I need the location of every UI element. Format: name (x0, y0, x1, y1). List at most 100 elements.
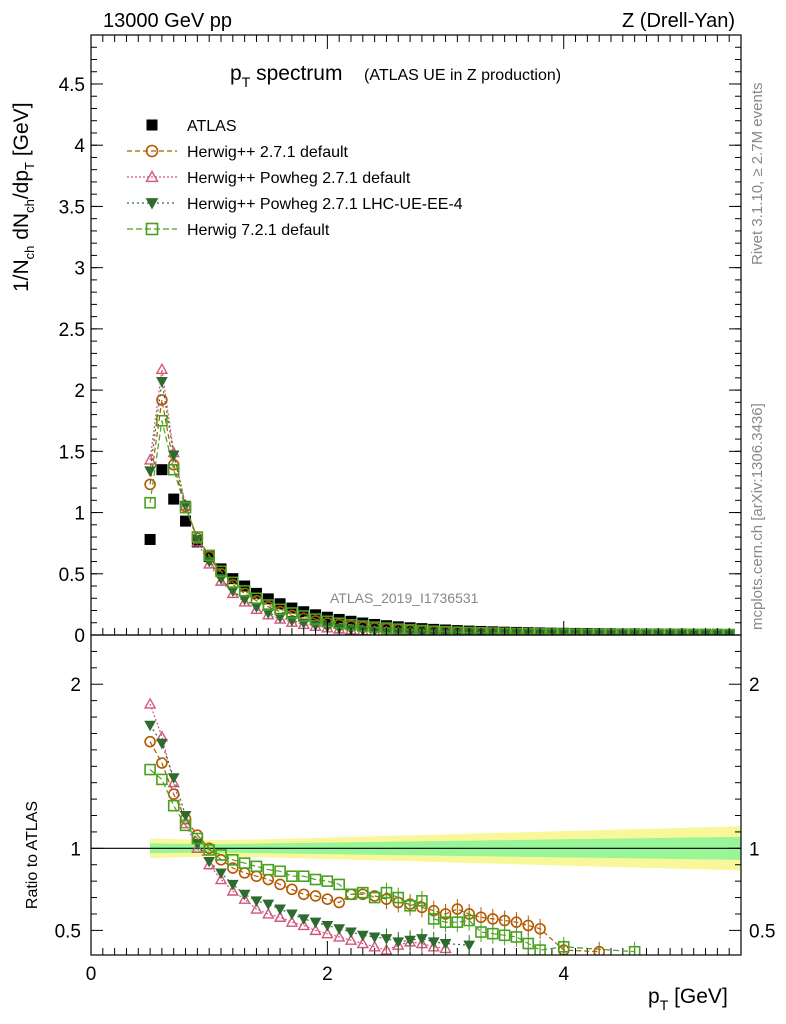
lower-point (345, 927, 357, 939)
mcplots-text: mcplots.cern.ch [arXiv:1306.3436] (749, 403, 766, 630)
lower-point (144, 720, 156, 732)
lower-point (309, 923, 322, 936)
lower-point (380, 934, 393, 945)
upper-point (180, 515, 192, 527)
lower-point (451, 916, 464, 928)
lower-point (156, 773, 168, 786)
upper-point (167, 463, 180, 476)
lower-point (593, 945, 605, 955)
lower-point (416, 934, 428, 945)
upper-y-tick-label: 4 (74, 136, 85, 157)
upper-point (143, 453, 157, 465)
lower-point (262, 863, 275, 876)
lower-point (475, 926, 487, 938)
upper-point (202, 557, 216, 569)
lower-point (274, 878, 286, 891)
panel-title-p: p (230, 62, 242, 85)
upper-y-tick-label: 3 (74, 259, 85, 280)
lower-point (427, 913, 440, 925)
upper-point (156, 394, 168, 406)
legend-label: Herwig 7.2.1 default (187, 222, 330, 239)
lower-point (226, 884, 240, 896)
lower-point (439, 916, 452, 928)
lower-point (368, 932, 381, 943)
lower-point (427, 937, 440, 948)
lower-point (439, 939, 452, 950)
lower-point (321, 875, 334, 887)
upper-point (156, 377, 168, 388)
lower-point (262, 873, 275, 886)
lower-point (238, 892, 251, 904)
lower-point (309, 873, 322, 886)
lower-point (333, 896, 345, 909)
upper-y-tick-label: 2 (74, 381, 85, 402)
lower-point (214, 873, 228, 885)
lower-point (333, 878, 345, 891)
upper-point (215, 565, 227, 578)
lower-point (333, 924, 346, 935)
upper-point (144, 466, 156, 477)
x-tick-label: 0 (86, 964, 97, 985)
lower-y-tick-label: 2 (70, 675, 81, 696)
lower-point (203, 856, 216, 868)
lower-point (227, 854, 239, 866)
lower-point (297, 888, 310, 901)
upper-point (451, 626, 464, 635)
upper-point (309, 613, 322, 625)
lower-series-line (149, 741, 600, 953)
upper-point (475, 626, 487, 635)
panel-title-rest: spectrum (250, 62, 342, 85)
upper-point (226, 586, 240, 599)
upper-point (179, 500, 192, 512)
upper-point (262, 593, 274, 605)
lower-point (274, 865, 286, 878)
lower-point (345, 888, 357, 901)
upper-ylabel: 1/Nch dNch/dpT [GeV] (10, 102, 37, 292)
lower-point (321, 893, 334, 906)
lower-point (463, 940, 476, 952)
upper-point (427, 625, 440, 635)
lower-point (286, 909, 298, 921)
upper-point (274, 603, 286, 616)
legend-marker (145, 222, 159, 236)
upper-point (262, 608, 275, 619)
upper-point (191, 531, 204, 543)
upper-point (274, 612, 286, 624)
lower-point (250, 860, 263, 873)
upper-point (262, 599, 275, 611)
upper-point (203, 549, 215, 562)
upper-point (144, 496, 156, 509)
lower-point (250, 896, 263, 907)
lower-point (534, 944, 546, 955)
upper-y-tick-label: 0 (74, 626, 85, 647)
lower-point (309, 890, 322, 902)
lower-point (179, 819, 192, 832)
lower-point (144, 735, 156, 748)
lower-point (368, 891, 381, 904)
lower-frame (90, 634, 742, 956)
lower-point (487, 927, 499, 940)
lower-point (380, 886, 393, 899)
lower-y-tick-label: 0.5 (55, 921, 81, 942)
lower-point (262, 899, 275, 911)
lower-point (392, 891, 405, 904)
lower-point (368, 940, 381, 952)
legend-label: Herwig++ Powheg 2.7.1 default (187, 170, 411, 187)
panel-title-sub: T (242, 74, 251, 90)
lower-point (297, 919, 310, 931)
upper-point (238, 585, 251, 597)
legend-label: ATLAS (187, 118, 237, 135)
upper-y-tick-label: 4.5 (59, 75, 85, 96)
lower-series-line (149, 769, 635, 953)
upper-point (357, 617, 369, 629)
upper-y-tick-label: 1.5 (59, 442, 85, 463)
lower-point (238, 867, 251, 879)
upper-point (439, 625, 452, 635)
upper-point (179, 501, 192, 514)
lower-point (286, 870, 298, 883)
lower-point (534, 922, 546, 935)
ylabel-f: T (22, 162, 37, 170)
ylabel-g: [GeV] (10, 102, 33, 162)
lower-point (191, 832, 204, 845)
lower-point (522, 937, 535, 950)
